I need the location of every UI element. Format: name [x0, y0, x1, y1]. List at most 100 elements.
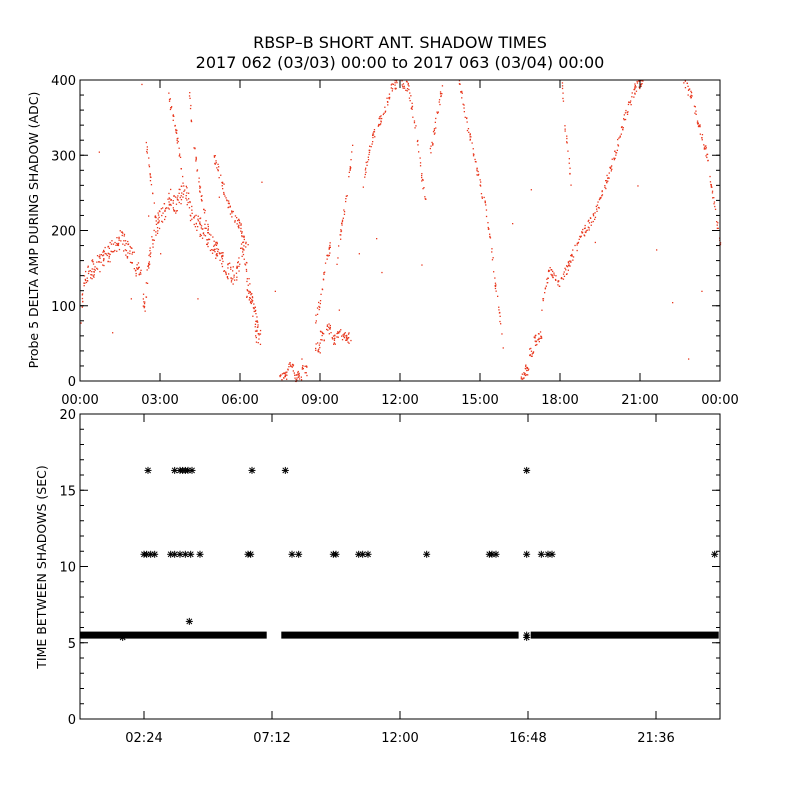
data-point [117, 243, 119, 245]
data-point [318, 351, 320, 353]
data-point [203, 212, 206, 214]
data-point [88, 270, 90, 272]
data-point [703, 147, 706, 149]
data-point [286, 378, 288, 380]
data-point [157, 221, 159, 223]
data-point [541, 337, 543, 339]
data-point [170, 107, 172, 109]
data-point [390, 87, 392, 89]
data-point [234, 221, 236, 223]
data-point [195, 156, 197, 158]
data-point [205, 227, 207, 229]
data-point [436, 111, 438, 113]
data-point [611, 158, 613, 160]
data-point [554, 278, 557, 281]
data-point [526, 366, 528, 369]
data-point [149, 173, 151, 175]
data-point [524, 374, 527, 377]
data-point [216, 167, 218, 169]
data-point [253, 308, 255, 310]
data-point [292, 370, 294, 372]
data-point [638, 80, 640, 82]
data-point [472, 148, 474, 150]
data-point [186, 187, 188, 189]
data-point [254, 310, 256, 312]
data-point [165, 207, 168, 209]
data-point [417, 139, 419, 142]
data-point [234, 279, 236, 281]
data-point [713, 197, 715, 199]
data-point [315, 349, 317, 351]
data-point [216, 255, 219, 257]
data-point [238, 270, 240, 272]
data-point [704, 145, 706, 147]
data-point [318, 344, 320, 346]
data-point [199, 222, 201, 225]
data-point [119, 633, 127, 641]
data-point [408, 88, 410, 91]
data-point [98, 151, 100, 153]
data-point [615, 154, 617, 156]
data-point [120, 240, 122, 242]
data-point [294, 377, 296, 379]
top-y-tick-label: 0 [68, 375, 76, 390]
data-point [256, 316, 258, 318]
data-point [240, 243, 243, 245]
data-point [466, 129, 469, 132]
data-point [206, 243, 208, 246]
data-point [148, 215, 150, 217]
data-point [200, 227, 202, 229]
data-point [337, 331, 339, 333]
data-point [329, 326, 331, 329]
data-point [701, 137, 703, 139]
data-point [259, 333, 262, 335]
data-point [127, 252, 129, 254]
data-point [332, 335, 335, 337]
data-point [434, 121, 436, 123]
data-point [221, 256, 223, 258]
data-point [164, 209, 166, 211]
data-point [540, 336, 543, 338]
data-point [522, 378, 524, 380]
data-point [124, 240, 127, 242]
data-point [190, 104, 192, 107]
data-point [597, 201, 599, 203]
data-point [705, 148, 707, 150]
data-point [251, 296, 254, 298]
data-point [615, 152, 618, 154]
data-point [571, 253, 573, 256]
data-point [485, 215, 488, 218]
data-point [315, 314, 317, 316]
data-point [91, 271, 93, 273]
data-point [480, 185, 482, 187]
data-point [148, 264, 150, 266]
bottom-x-tick-label: 02:24 [125, 731, 162, 746]
data-point [274, 290, 276, 292]
data-point [594, 216, 597, 218]
data-point [487, 222, 489, 224]
data-point [280, 374, 282, 377]
data-point [181, 185, 183, 187]
data-point [348, 332, 350, 334]
data-point [349, 166, 351, 168]
data-point [86, 277, 88, 279]
data-point [297, 370, 299, 373]
data-point [194, 226, 197, 228]
data-point [109, 261, 111, 263]
data-point [346, 339, 348, 341]
data-point [216, 253, 218, 255]
data-point [255, 341, 258, 343]
data-point [252, 300, 254, 302]
data-point [222, 260, 224, 263]
data-point [329, 328, 331, 330]
data-point [485, 204, 487, 206]
data-point [214, 251, 216, 253]
data-point [618, 137, 620, 139]
data-point [316, 307, 319, 309]
data-point [640, 83, 642, 85]
data-point [542, 298, 545, 300]
data-point [534, 344, 537, 346]
top-x-tick-label: 09:00 [301, 393, 338, 408]
data-point [255, 313, 257, 315]
data-point [317, 349, 319, 351]
